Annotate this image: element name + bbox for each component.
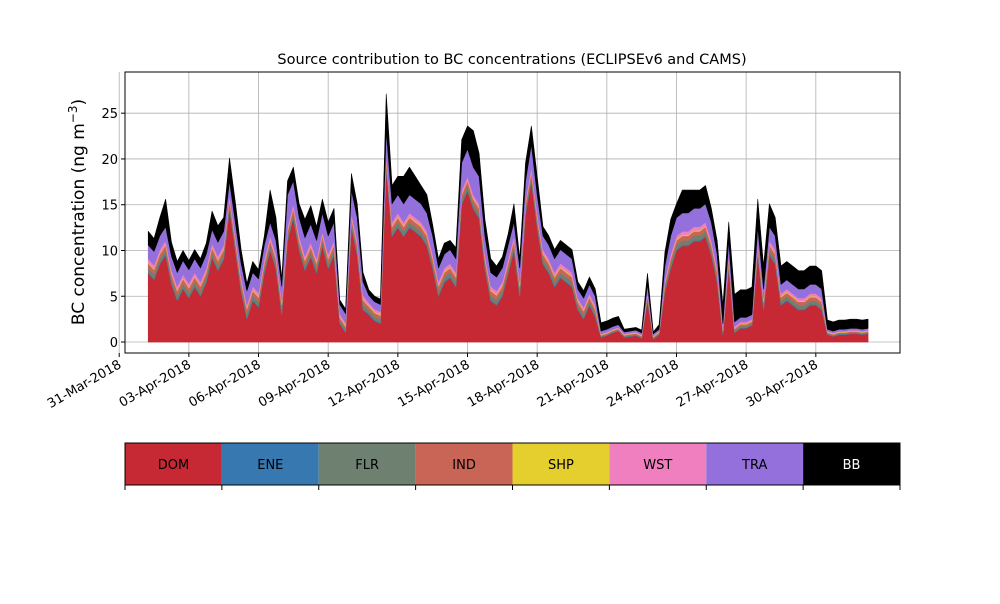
y-axis-label-close: ) (69, 99, 89, 106)
legend-swatch-wst (609, 443, 707, 485)
x-tick-label: 15-Apr-2018 (395, 357, 472, 410)
legend-swatch-flr (318, 443, 416, 485)
legend-label-ene: ENE (257, 458, 283, 473)
plot-frame (124, 71, 901, 354)
x-tick-label: 03-Apr-2018 (117, 357, 194, 410)
y-tick-label: 20 (101, 153, 118, 168)
y-tick-label: 25 (101, 107, 118, 122)
area-bb (147, 93, 869, 335)
y-axis-label-unit-sup: −3 (66, 105, 80, 123)
legend-label-wst: WST (643, 458, 672, 473)
legend-label-dom: DOM (158, 458, 189, 473)
x-tick-label: 30-Apr-2018 (744, 357, 821, 410)
legend-label-tra: TRA (741, 458, 767, 473)
legend-swatch-ind (415, 443, 513, 485)
x-tick-label: 21-Apr-2018 (535, 357, 612, 410)
x-tick-label: 18-Apr-2018 (465, 357, 542, 410)
legend-swatch-ene (221, 443, 319, 485)
x-tick-label: 12-Apr-2018 (326, 357, 403, 410)
y-tick-label: 0 (110, 336, 118, 351)
legend-label-flr: FLR (355, 458, 379, 473)
x-tick-label: 31-Mar-2018 (45, 357, 124, 411)
y-tick-label: 5 (110, 290, 118, 305)
x-tick-label: 27-Apr-2018 (674, 357, 751, 410)
x-tick-label: 06-Apr-2018 (186, 357, 263, 410)
y-tick-label: 10 (101, 244, 118, 259)
legend-label-shp: SHP (548, 458, 574, 473)
x-axis-ticks: 31-Mar-201803-Apr-201806-Apr-201809-Apr-… (45, 353, 821, 412)
x-tick-label: 24-Apr-2018 (604, 357, 681, 410)
legend-swatch-tra (706, 443, 804, 485)
y-axis-label: BC concentration (ng m−3) (66, 99, 89, 325)
legend-label-bb: BB (843, 458, 861, 473)
legend-swatch-bb (803, 443, 900, 485)
y-axis-ticks: 0 5 10 15 20 25 (101, 107, 125, 351)
legend-colorbar: DOM ENE FLR IND SHP WST TRA BB (124, 442, 901, 490)
x-tick-label: 09-Apr-2018 (256, 357, 333, 410)
y-axis-label-main: BC concentration (ng m (69, 123, 89, 325)
legend-label-ind: IND (452, 458, 476, 473)
y-tick-label: 15 (101, 199, 118, 214)
legend-swatch-shp (512, 443, 610, 485)
legend-swatch-dom (125, 443, 222, 485)
chart-title: Source contribution to BC concentrations… (277, 52, 746, 68)
stacked-areas (147, 93, 869, 343)
